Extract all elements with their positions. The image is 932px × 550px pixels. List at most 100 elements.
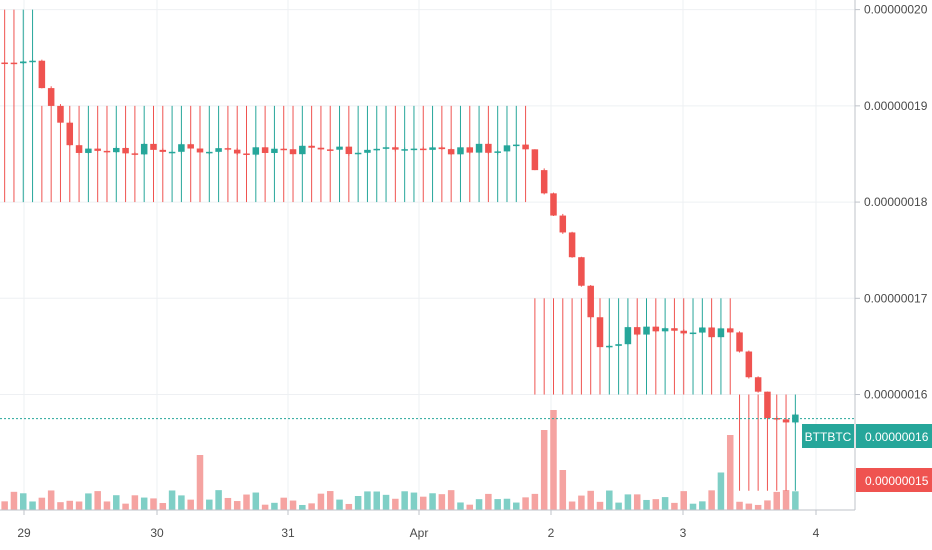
volume-bar <box>503 498 511 510</box>
candle-body <box>717 328 725 338</box>
volume-bar <box>754 504 762 510</box>
volume-bar <box>364 491 371 510</box>
candle-body <box>708 327 715 338</box>
candle-body <box>392 147 399 150</box>
candle-body <box>29 60 36 63</box>
candle-body <box>233 149 241 154</box>
volume-bar <box>345 503 353 510</box>
candle-body <box>168 151 176 154</box>
x-axis-ticks: 29 30 31 Apr 2 3 4 <box>17 510 820 540</box>
volume-bar <box>522 497 529 510</box>
volume-bar <box>47 490 55 510</box>
volume-bar <box>85 493 92 510</box>
candle-body <box>20 61 27 64</box>
y-tick-label: 0.00000017 <box>864 291 928 305</box>
candle-body <box>540 170 548 194</box>
volume-bar <box>354 495 362 510</box>
candle-body <box>131 153 139 155</box>
candle-body <box>261 147 269 153</box>
x-tick-label: 2 <box>548 526 555 540</box>
volume-bar <box>680 491 687 510</box>
candle-body <box>75 145 83 153</box>
y-tick-label: 0.00000020 <box>864 3 928 17</box>
candle-body <box>745 351 753 378</box>
volume-bar <box>736 501 743 510</box>
candle-body <box>503 145 511 152</box>
candle-body <box>764 391 771 419</box>
last-price-tag: 0.00000016 <box>856 424 932 448</box>
candle-body <box>596 317 604 348</box>
volume-bar <box>773 491 780 510</box>
volume-bar <box>57 502 64 510</box>
volume-bar <box>429 493 436 510</box>
volume-bar <box>624 494 632 510</box>
volume-bar <box>336 499 343 510</box>
candle-body <box>736 332 743 352</box>
candle-body <box>178 144 185 152</box>
volume-bar <box>178 495 185 510</box>
candle-body <box>792 414 799 423</box>
axes <box>0 0 856 511</box>
volume-bar <box>187 499 194 510</box>
symbol-label: BTTBTC <box>805 430 852 444</box>
volume-bar <box>299 504 306 510</box>
volume-bar <box>475 499 483 510</box>
candle-body <box>568 232 576 258</box>
volume-bar <box>643 499 650 510</box>
volume-bar <box>261 504 269 510</box>
candle-body <box>457 147 464 155</box>
candle-body <box>652 326 660 332</box>
candle-body <box>57 105 64 123</box>
volume-bar <box>550 410 557 510</box>
candle-body <box>494 151 501 153</box>
volume-bar <box>215 490 222 510</box>
volume-bar <box>447 490 455 510</box>
volume-bar <box>75 501 83 510</box>
volume-bar <box>699 501 706 510</box>
candle-body <box>140 143 148 155</box>
candle-body <box>345 146 353 155</box>
candle-body <box>401 149 408 151</box>
candle-body <box>10 62 18 65</box>
candle-body <box>485 143 492 153</box>
volume-bar <box>317 493 325 510</box>
symbol-badge: BTTBTC <box>802 424 854 448</box>
volume-bar <box>764 500 771 510</box>
volume-bar <box>401 491 408 510</box>
candle-body <box>587 285 594 318</box>
candle-body <box>680 330 687 334</box>
volume-bar <box>652 499 660 510</box>
candle-body <box>624 327 632 345</box>
volume-bar <box>113 495 120 510</box>
volume-bar <box>233 501 241 510</box>
candle-body <box>317 147 325 150</box>
volume-bar <box>373 491 380 510</box>
candle-body <box>354 152 362 155</box>
volume-bar <box>606 490 613 510</box>
x-tick-label: 3 <box>680 526 687 540</box>
candle-body <box>531 149 539 171</box>
volume-bar <box>708 490 715 510</box>
volume-bar <box>540 430 548 510</box>
volume-bar <box>689 503 697 510</box>
volume-bar <box>596 501 604 510</box>
y-axis-ticks: 0.00000020 0.00000019 0.00000018 0.00000017… <box>855 3 928 402</box>
x-tick-label: 29 <box>17 526 31 540</box>
volume-bar <box>745 503 753 510</box>
volume-bar <box>308 503 315 510</box>
candle-body <box>782 419 790 423</box>
candle-body <box>633 327 641 335</box>
volume-bar <box>243 494 250 510</box>
candle-body <box>475 143 483 153</box>
candle-body <box>326 149 334 151</box>
y-tick-label: 0.00000019 <box>864 99 928 113</box>
volume-bar <box>531 493 539 510</box>
volume-bar <box>38 497 46 510</box>
volume-bar <box>559 470 567 510</box>
candle-body <box>1 62 8 65</box>
candle-body <box>429 147 436 150</box>
candle-body <box>196 148 204 153</box>
candle-body <box>336 146 343 150</box>
